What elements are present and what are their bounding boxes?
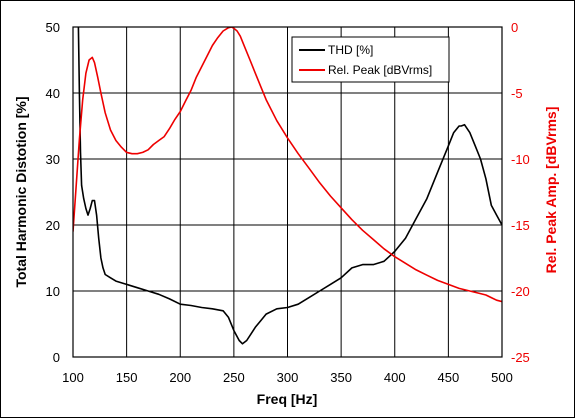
x-tick-label: 350 — [330, 370, 352, 385]
y2-tick-label: -25 — [511, 350, 530, 365]
y-tick-label: 40 — [46, 86, 60, 101]
legend-label-thd: THD [%] — [328, 43, 373, 57]
left-axis-ticks: 0 10 20 30 40 50 — [46, 20, 60, 365]
x-tick-label: 200 — [169, 370, 191, 385]
plot-border — [72, 26, 503, 358]
y2-tick-label: -15 — [511, 218, 530, 233]
x-tick-label: 300 — [277, 370, 299, 385]
y-tick-label: 30 — [46, 152, 60, 167]
x-tick-label: 150 — [116, 370, 138, 385]
y-axis-title: Total Harmonic Distotion [%] — [13, 96, 29, 287]
x-tick-label: 500 — [491, 370, 513, 385]
legend: THD [%] Rel. Peak [dBVrms] — [291, 36, 450, 83]
series-line-thd — [77, 27, 502, 345]
bottom-axis-ticks: 100 150 200 250 300 350 400 450 500 — [62, 370, 513, 385]
y2-tick-label: -10 — [511, 152, 530, 167]
right-axis-ticks: 0 -5 -10 -15 -20 -25 — [511, 20, 530, 365]
x-axis-title: Freq [Hz] — [257, 391, 318, 407]
y2-tick-label: 0 — [511, 20, 518, 35]
y-tick-label: 50 — [46, 20, 60, 35]
x-tick-label: 250 — [223, 370, 245, 385]
y-tick-label: 0 — [53, 350, 60, 365]
legend-label-peak: Rel. Peak [dBVrms] — [328, 63, 432, 77]
series-line-peak — [73, 27, 502, 303]
x-tick-label: 400 — [384, 370, 406, 385]
legend-box — [291, 36, 450, 83]
y2-tick-label: -5 — [511, 86, 523, 101]
grid — [73, 27, 502, 357]
x-tick-label: 100 — [62, 370, 84, 385]
y-tick-label: 10 — [46, 284, 60, 299]
series-group — [73, 27, 502, 345]
y2-tick-label: -20 — [511, 284, 530, 299]
y-tick-label: 20 — [46, 218, 60, 233]
y2-axis-title: Rel. Peak Amp. [dBVrms] — [543, 107, 559, 274]
x-tick-label: 450 — [438, 370, 460, 385]
